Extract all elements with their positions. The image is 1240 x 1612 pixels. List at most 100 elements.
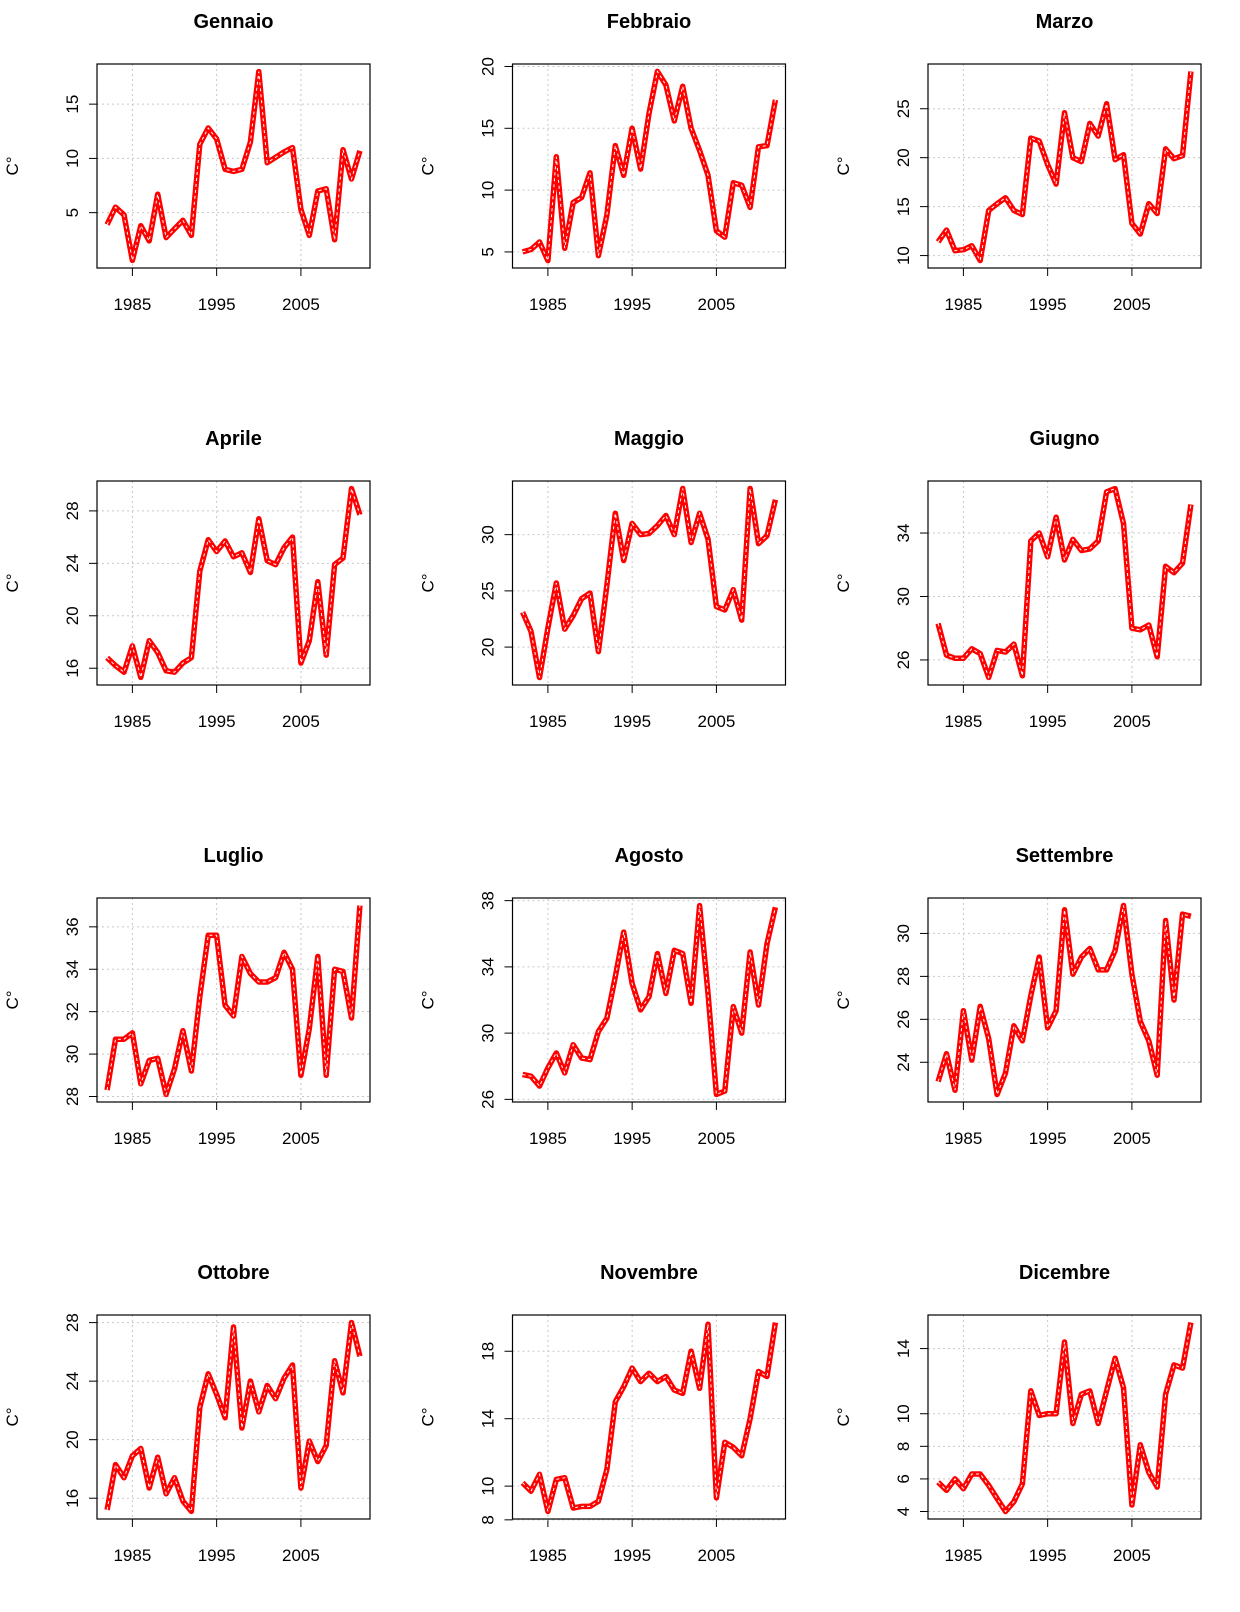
x-tick-label: 1995 [198, 1129, 236, 1148]
data-line-center [937, 905, 1192, 1097]
x-tick-label: 1985 [529, 295, 567, 314]
data-line [105, 485, 363, 681]
plot-frame [511, 897, 787, 1103]
y-axis-label: C° [3, 990, 22, 1009]
panel: Ottobre C° 1985 1995 2005 16 20 24 28 [3, 1262, 371, 1565]
panel: Luglio C° 1985 1995 2005 28 30 32 34 36 [3, 845, 371, 1148]
x-tick-label: 1995 [613, 295, 651, 314]
x-tick-label: 2005 [1113, 295, 1151, 314]
panel: Novembre C° 1985 1995 2005 8 10 14 18 [419, 1262, 787, 1565]
y-tick-label: 8 [479, 1515, 498, 1524]
panel: Settembre C° 1985 1995 2005 24 26 28 30 [834, 845, 1202, 1148]
y-tick-label: 24 [63, 554, 82, 573]
y-axis-label: C° [419, 573, 438, 592]
x-tick-label: 1985 [113, 1546, 151, 1565]
plot-frame [96, 897, 371, 1103]
x-tick-label: 2005 [282, 1129, 320, 1148]
x-tick-label: 1985 [529, 1129, 567, 1148]
x-tick-label: 1995 [613, 1546, 651, 1565]
x-tick-label: 1985 [529, 1546, 567, 1565]
y-tick-label: 20 [479, 638, 498, 657]
panel: Aprile C° 1985 1995 2005 16 20 24 28 [3, 428, 371, 731]
y-axis-label: C° [834, 990, 853, 1009]
x-tick-label: 1985 [944, 295, 982, 314]
y-tick-label: 15 [894, 197, 913, 216]
x-tick-label: 2005 [1113, 1129, 1151, 1148]
y-tick-label: 16 [63, 659, 82, 678]
x-tick-label: 1985 [529, 712, 567, 731]
x-tick-label: 2005 [282, 1546, 320, 1565]
data-line-center [937, 487, 1192, 679]
x-tick-label: 1985 [113, 295, 151, 314]
panel-title: Gennaio [193, 11, 273, 33]
panel: Dicembre C° 1985 1995 2005 4 6 8 10 14 [834, 1262, 1202, 1565]
data-line [521, 68, 779, 264]
data-line [104, 68, 363, 264]
y-tick-label: 10 [479, 181, 498, 200]
data-line [522, 902, 779, 1098]
x-tick-label: 1985 [944, 1546, 982, 1565]
y-tick-label: 6 [894, 1474, 913, 1483]
y-tick-label: 28 [63, 501, 82, 520]
y-axis-label: C° [3, 156, 22, 175]
y-tick-label: 10 [479, 1477, 498, 1496]
plot-frame [511, 1314, 787, 1520]
panel-title: Novembre [600, 1262, 698, 1284]
y-tick-label: 30 [63, 1045, 82, 1064]
x-tick-label: 2005 [1113, 712, 1151, 731]
data-line-center [522, 488, 776, 678]
panel-title: Settembre [1016, 845, 1114, 867]
y-tick-label: 24 [894, 1053, 913, 1072]
panel-title: Maggio [614, 428, 684, 450]
x-tick-label: 1995 [1029, 1546, 1067, 1565]
y-tick-label: 14 [479, 1409, 498, 1428]
y-tick-label: 26 [894, 1010, 913, 1029]
y-tick-label: 25 [479, 581, 498, 600]
y-tick-label: 34 [479, 957, 498, 976]
x-tick-label: 2005 [697, 295, 735, 314]
y-tick-label: 30 [479, 525, 498, 544]
data-line-center [106, 905, 361, 1097]
y-tick-label: 4 [894, 1507, 913, 1516]
x-tick-label: 1995 [1029, 712, 1067, 731]
data-line-center [522, 70, 776, 261]
y-tick-label: 20 [479, 57, 498, 76]
data-line [936, 1322, 1194, 1515]
plot-frame [96, 480, 371, 686]
y-tick-label: 20 [63, 1430, 82, 1449]
panel: Agosto C° 1985 1995 2005 26 30 34 38 [419, 845, 787, 1148]
x-tick-label: 1995 [1029, 295, 1067, 314]
panel: Maggio C° 1985 1995 2005 20 25 30 [419, 428, 787, 731]
data-line-center [106, 71, 361, 261]
panel-title: Dicembre [1019, 1262, 1110, 1284]
data-line-center [522, 1322, 776, 1512]
y-tick-label: 36 [63, 917, 82, 936]
y-tick-label: 30 [479, 1024, 498, 1043]
x-tick-label: 1985 [944, 712, 982, 731]
y-tick-label: 20 [63, 606, 82, 625]
data-line-center [522, 905, 776, 1096]
data-line [104, 905, 363, 1098]
data-line [520, 485, 779, 681]
y-tick-label: 10 [63, 149, 82, 168]
data-line [935, 485, 1194, 681]
x-tick-label: 2005 [697, 1546, 735, 1565]
plot-frame [511, 480, 787, 686]
y-tick-label: 28 [894, 967, 913, 986]
data-line [935, 71, 1194, 264]
y-tick-label: 30 [894, 587, 913, 606]
panel: Giugno C° 1985 1995 2005 26 30 34 [834, 428, 1202, 731]
panel-title: Ottobre [197, 1262, 269, 1284]
y-axis-label: C° [419, 1407, 438, 1426]
panel-title: Marzo [1036, 11, 1094, 33]
y-tick-label: 5 [479, 247, 498, 256]
y-axis-label: C° [3, 1407, 22, 1426]
y-tick-label: 10 [894, 246, 913, 265]
y-tick-label: 24 [63, 1372, 82, 1391]
plot-frame [927, 480, 1202, 686]
data-line-center [106, 488, 361, 678]
panel-title: Aprile [205, 428, 262, 450]
y-axis-label: C° [834, 156, 853, 175]
y-tick-label: 8 [894, 1442, 913, 1451]
